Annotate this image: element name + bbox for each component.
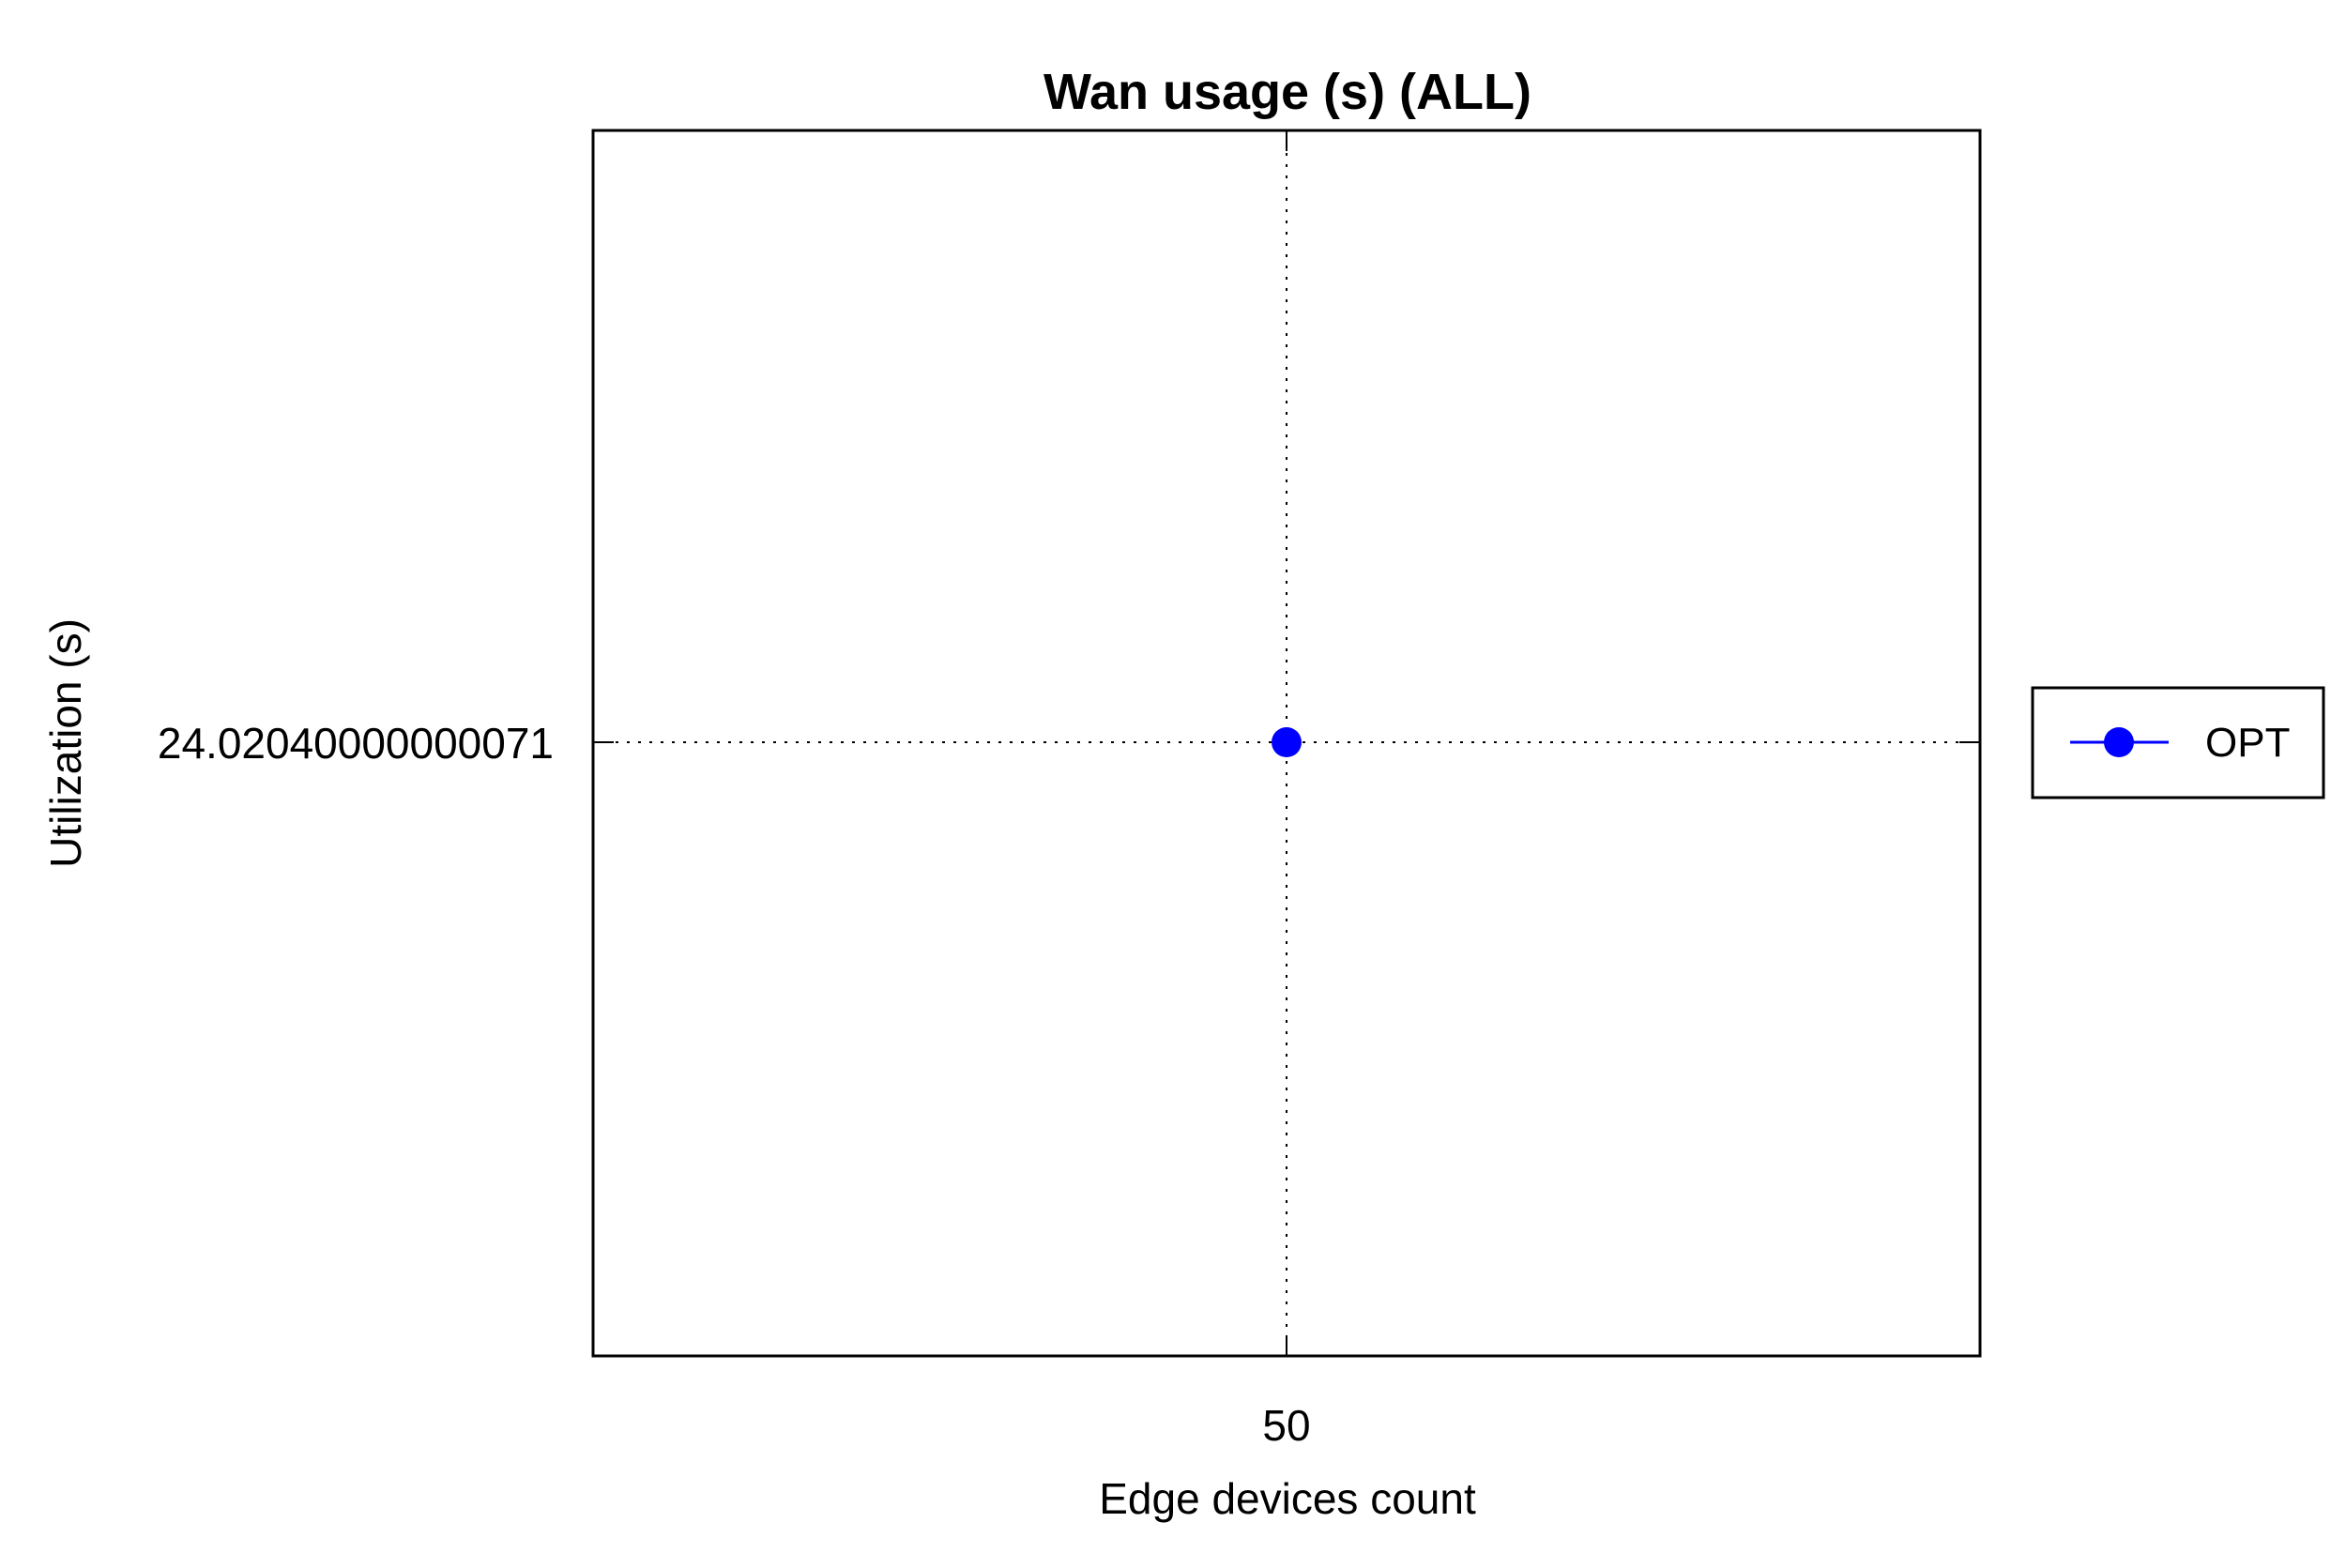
data-series xyxy=(1272,727,1302,757)
y-tick-label: 24.02040000000071 xyxy=(158,719,554,768)
legend-label-opt: OPT xyxy=(2205,720,2290,766)
y-axis-label: Utilization (s) xyxy=(41,618,90,868)
axis-ticks: 50 24.02040000000071 xyxy=(158,130,1980,1450)
grid-lines xyxy=(593,130,1980,1356)
x-axis-label: Edge devices count xyxy=(1099,1474,1476,1523)
legend-marker-opt xyxy=(2104,727,2134,757)
legend: OPT xyxy=(2031,686,2325,799)
x-tick-label: 50 xyxy=(1262,1401,1310,1450)
data-point-opt xyxy=(1272,727,1302,757)
chart-title: Wan usage (s) (ALL) xyxy=(1044,64,1531,120)
